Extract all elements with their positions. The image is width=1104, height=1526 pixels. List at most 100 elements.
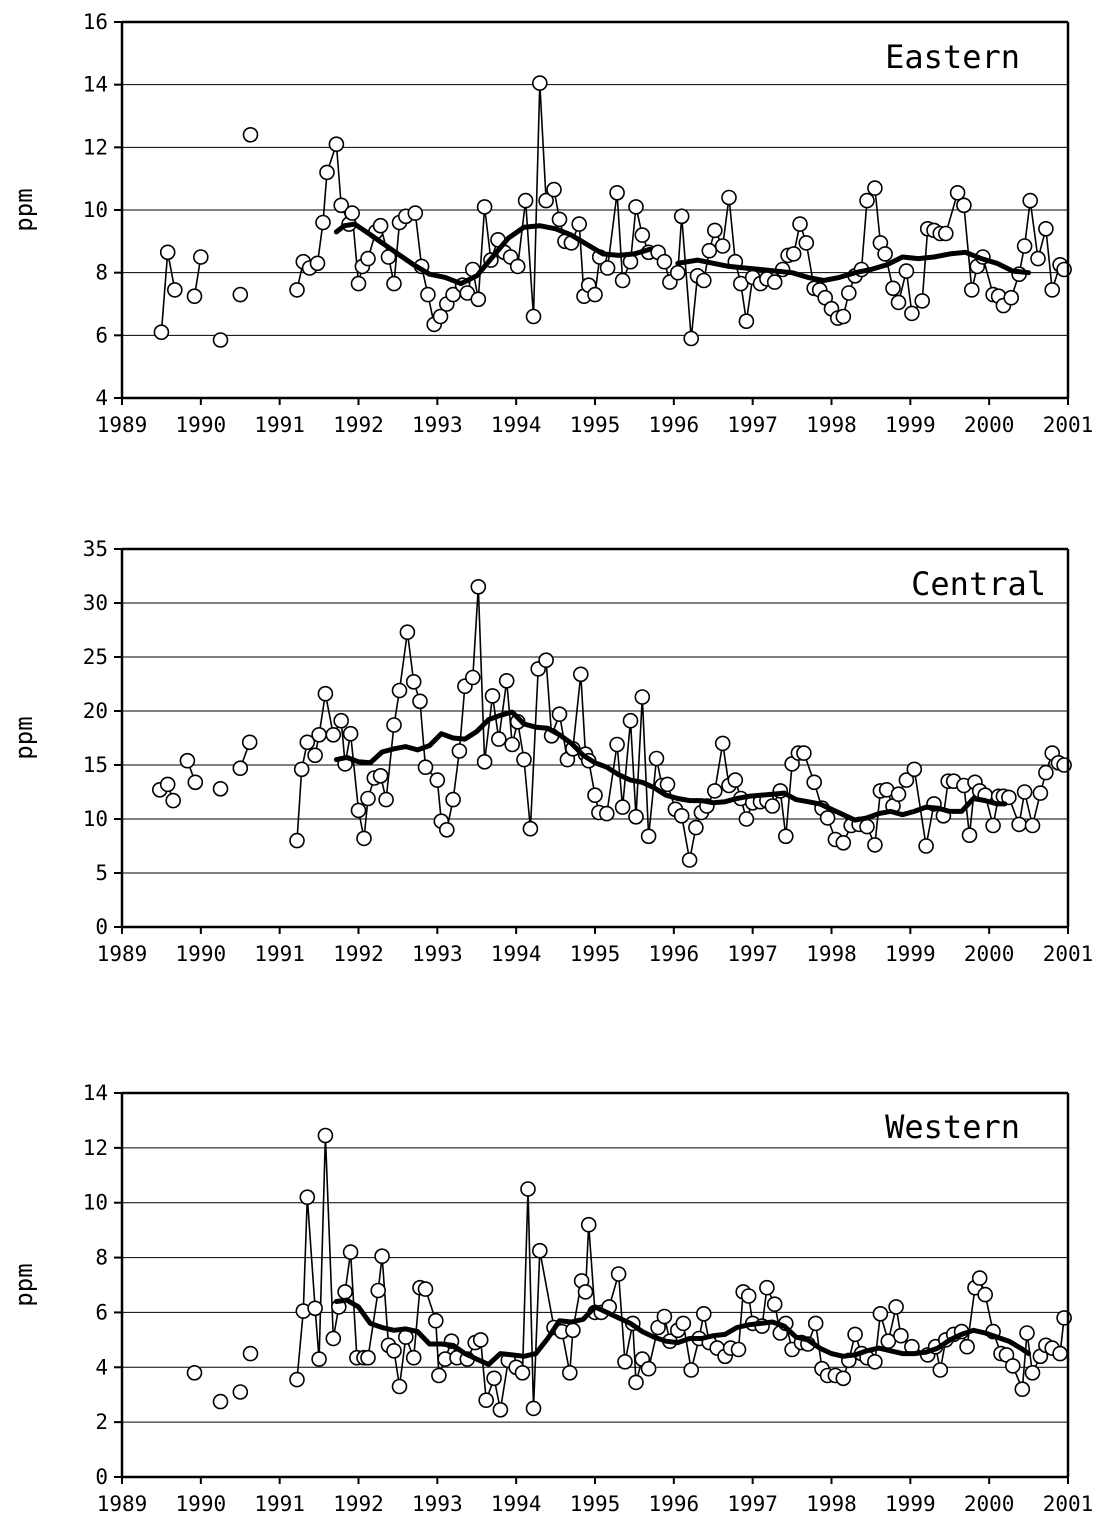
data-point <box>307 747 323 764</box>
x-tick-label: 1992 <box>333 942 384 966</box>
data-point <box>242 127 259 143</box>
data-point <box>289 1371 305 1388</box>
data-point <box>706 783 723 799</box>
x-tick-label: 2000 <box>964 942 1015 966</box>
data-point <box>307 1300 323 1317</box>
data-point <box>478 1392 495 1408</box>
data-point <box>405 1349 422 1366</box>
x-tick-label: 1990 <box>176 1492 227 1516</box>
data-point <box>673 208 690 225</box>
data-point <box>333 712 350 729</box>
data-point <box>732 275 749 292</box>
x-tick-label: 1989 <box>97 942 148 966</box>
moving-average-series <box>333 221 1032 287</box>
data-point <box>867 837 883 853</box>
data-point <box>337 1284 353 1300</box>
y-tick-label: 0 <box>95 1465 108 1489</box>
data-point <box>289 282 305 298</box>
data-point <box>835 1370 852 1387</box>
data-point <box>299 734 316 751</box>
x-tick-label: 1995 <box>570 413 621 437</box>
data-point <box>683 1362 700 1378</box>
data-point <box>1024 1365 1041 1381</box>
data-point <box>835 308 852 325</box>
data-point <box>342 725 359 742</box>
data-point <box>673 807 690 824</box>
data-point <box>918 838 934 854</box>
x-tick-label: 1998 <box>806 1492 857 1516</box>
data-point <box>517 192 534 209</box>
data-point <box>315 214 331 231</box>
data-point <box>587 787 603 804</box>
chart-panel-central: 0 5 10 15 20 25 30 35 1989 1990 1991 1992 1993 1994 19… <box>10 537 1093 966</box>
data-point <box>959 1338 975 1355</box>
data-point <box>328 136 345 152</box>
x-tick-label: 1994 <box>491 1492 542 1516</box>
series-line <box>296 1134 1065 1411</box>
data-point <box>391 682 408 699</box>
data-point <box>405 673 422 690</box>
data-point <box>580 1216 597 1233</box>
data-point <box>766 274 783 290</box>
x-tick-label: 1992 <box>333 1492 384 1516</box>
data-point <box>806 774 823 791</box>
data-point <box>179 752 196 769</box>
data-point <box>695 272 712 289</box>
x-tick-label: 1990 <box>176 413 227 437</box>
x-tick-label: 2001 <box>1043 413 1094 437</box>
y-tick-label: 6 <box>95 323 108 347</box>
y-tick-label: 12 <box>83 1136 108 1160</box>
data-point <box>764 798 781 814</box>
x-tick-label: 1994 <box>491 413 542 437</box>
data-point <box>429 772 446 788</box>
data-point <box>622 712 639 729</box>
data-point <box>628 1374 644 1391</box>
data-point <box>906 761 923 778</box>
data-point <box>538 192 554 209</box>
moving-average-series <box>333 1297 1032 1367</box>
data-point <box>1016 238 1033 254</box>
data-point <box>961 827 978 844</box>
data-point <box>890 294 907 311</box>
data-point <box>985 817 1001 834</box>
data-point <box>1004 1358 1021 1374</box>
y-tick-label: 0 <box>95 915 108 939</box>
data-point <box>1003 289 1020 306</box>
data-point <box>520 1181 536 1197</box>
data-point <box>153 324 170 341</box>
y-tick-label: 6 <box>95 1300 108 1324</box>
x-tick-label: 2000 <box>964 413 1015 437</box>
y-tick-label: 16 <box>83 10 108 34</box>
data-point <box>391 1378 408 1395</box>
data-point <box>898 772 915 788</box>
x-tick-label: 1989 <box>97 413 148 437</box>
data-point <box>342 1244 359 1260</box>
data-point <box>445 791 461 808</box>
data-point <box>299 1189 316 1205</box>
data-point <box>486 1370 502 1387</box>
y-tick-label: 15 <box>83 753 108 777</box>
y-tick-label: 10 <box>83 807 108 831</box>
data-point <box>898 263 915 279</box>
data-point <box>1024 817 1041 834</box>
x-tick-label: 1997 <box>727 413 778 437</box>
data-point <box>963 282 980 298</box>
data-point <box>293 761 310 778</box>
data-point <box>609 185 625 201</box>
data-point <box>412 693 428 710</box>
data-point <box>777 828 794 845</box>
x-tick-label: 1991 <box>254 1492 305 1516</box>
data-point <box>675 1315 692 1332</box>
moving-average-line <box>675 249 1032 283</box>
data-point <box>937 225 954 242</box>
data-point <box>766 1296 783 1312</box>
x-tick-label: 1989 <box>97 1492 148 1516</box>
chart-panel-eastern: 4 6 8 10 12 14 16 1989 1990 1991 1992 1993 1994 1995 1… <box>10 10 1093 437</box>
data-point <box>311 1351 327 1367</box>
data-point <box>738 313 755 330</box>
data-point <box>317 1127 334 1144</box>
data-point <box>609 736 625 753</box>
data-point <box>659 776 676 793</box>
data-point <box>599 260 616 276</box>
